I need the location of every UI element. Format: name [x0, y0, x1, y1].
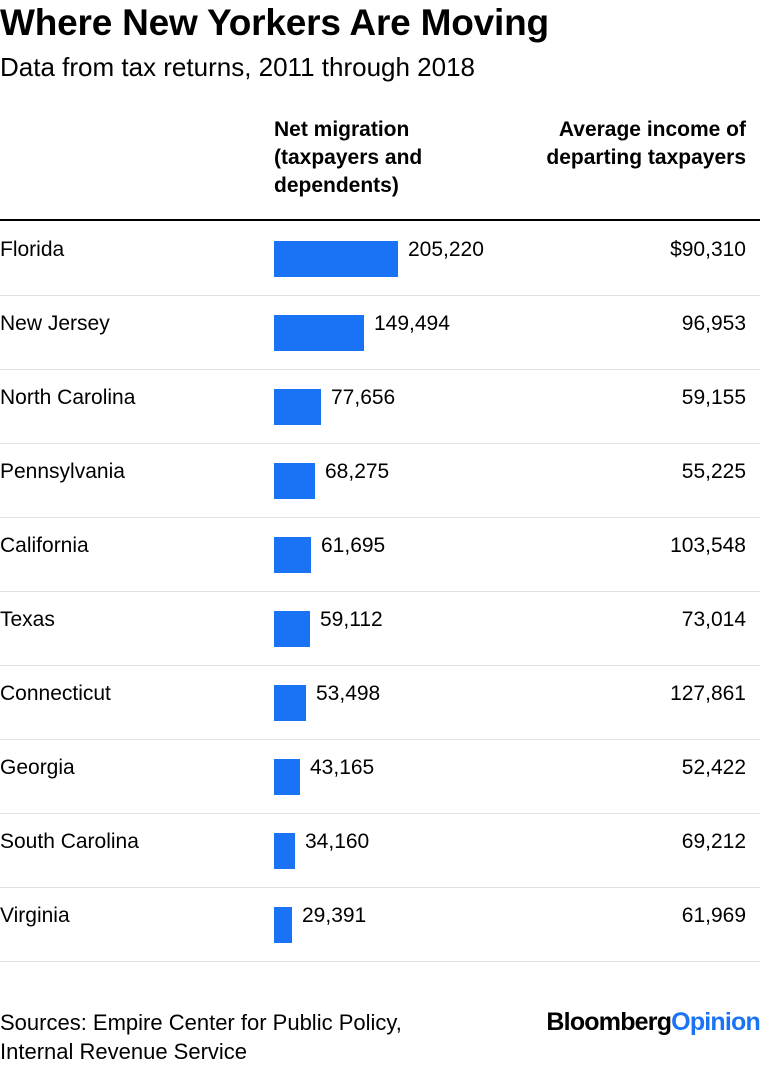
migration-value-label: 77,656: [331, 386, 396, 409]
income-value-label: 103,548: [670, 534, 746, 557]
row-divider: [0, 443, 760, 444]
row-divider: [0, 295, 760, 296]
header-divider: [0, 219, 760, 221]
migration-value-label: 29,391: [302, 904, 367, 927]
state-label: Pennsylvania: [0, 460, 125, 483]
income-value-label: 96,953: [681, 312, 746, 335]
table-row: North Carolina 77,656 59,155: [0, 369, 760, 443]
migration-value-label: 149,494: [374, 312, 450, 335]
income-value-label: 61,969: [681, 904, 746, 927]
migration-value-label: 53,498: [316, 682, 381, 705]
column-header-income: Average income of departing taxpayers: [546, 118, 746, 169]
state-label: New Jersey: [0, 312, 110, 335]
table-row: Florida 205,220 $90,310: [0, 221, 760, 295]
table-row: California 61,695 103,548: [0, 517, 760, 591]
migration-value-label: 59,112: [320, 608, 383, 631]
migration-value-label: 205,220: [408, 238, 484, 261]
migration-bar: [274, 833, 295, 869]
row-divider: [0, 739, 760, 740]
table-row: Pennsylvania 68,275 55,225: [0, 443, 760, 517]
income-value-label: 127,861: [670, 682, 746, 705]
migration-bar: [274, 389, 321, 425]
row-divider: [0, 887, 760, 888]
table-row: Texas 59,112 73,014: [0, 591, 760, 665]
table-row: Virginia 29,391 61,969: [0, 887, 760, 961]
state-label: South Carolina: [0, 830, 139, 853]
income-value-label: 69,212: [681, 830, 746, 853]
bloomberg-opinion-logo: BloombergOpinion: [546, 1008, 760, 1037]
row-divider: [0, 369, 760, 370]
logo-opinion: Opinion: [671, 1008, 760, 1036]
table-row: South Carolina 34,160 69,212: [0, 813, 760, 887]
migration-value-label: 68,275: [325, 460, 390, 483]
migration-value-label: 61,695: [321, 534, 386, 557]
table-row: New Jersey 149,494 96,953: [0, 295, 760, 369]
column-header-migration: Net migration (taxpayers and dependents): [274, 118, 423, 197]
row-divider: [0, 665, 760, 666]
migration-value-label: 43,165: [310, 756, 375, 779]
state-label: North Carolina: [0, 386, 136, 409]
state-label: Virginia: [0, 904, 70, 927]
table-row: Connecticut 53,498 127,861: [0, 665, 760, 739]
row-divider: [0, 813, 760, 814]
source-note: Sources: Empire Center for Public Policy…: [0, 1010, 402, 1064]
income-value-label: 52,422: [681, 756, 746, 779]
row-divider: [0, 961, 760, 962]
migration-bar: [274, 315, 364, 351]
state-label: Texas: [0, 608, 55, 631]
migration-bar: [274, 907, 292, 943]
migration-bar: [274, 685, 306, 721]
state-label: California: [0, 534, 89, 557]
migration-bar: [274, 537, 311, 573]
migration-bar: [274, 241, 398, 277]
state-label: Florida: [0, 238, 65, 261]
income-value-label: 59,155: [681, 386, 746, 409]
migration-bar: [274, 463, 315, 499]
row-divider: [0, 591, 760, 592]
table-row: Georgia 43,165 52,422: [0, 739, 760, 813]
state-label: Connecticut: [0, 682, 111, 705]
state-label: Georgia: [0, 756, 75, 779]
migration-bar: [274, 759, 300, 795]
income-value-label: $90,310: [670, 238, 746, 261]
chart-subtitle: Data from tax returns, 2011 through 2018: [0, 52, 476, 82]
chart-title: Where New Yorkers Are Moving: [0, 2, 549, 43]
migration-value-label: 34,160: [305, 830, 370, 853]
income-value-label: 73,014: [681, 608, 746, 631]
row-divider: [0, 517, 760, 518]
migration-bar: [274, 611, 310, 647]
income-value-label: 55,225: [681, 460, 746, 483]
logo-bloomberg: Bloomberg: [546, 1008, 672, 1036]
